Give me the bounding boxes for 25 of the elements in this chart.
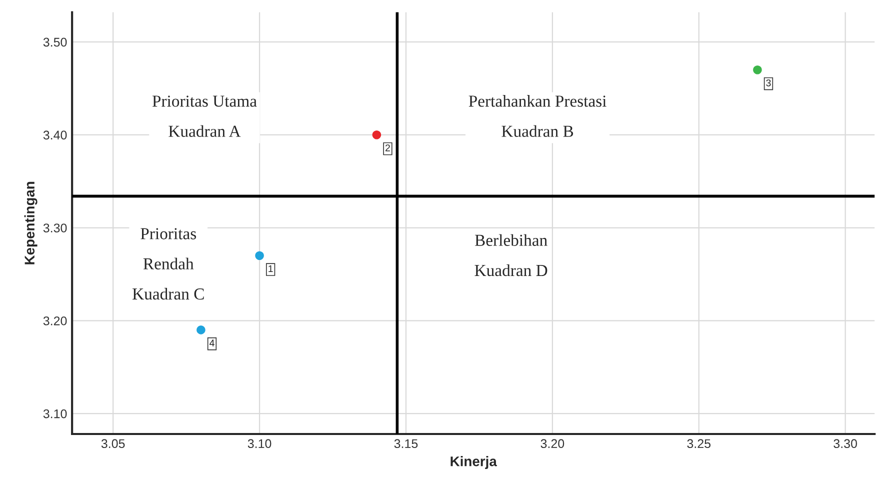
y-tick-label: 3.40 (43, 130, 67, 140)
y-tick-label: 3.50 (43, 38, 67, 47)
y-axis-title: Kepentingan (24, 182, 38, 264)
point (196, 326, 206, 334)
annotation: Prioritas Utama Kuadran A (152, 96, 257, 137)
y-tick-label: 3.30 (43, 224, 67, 232)
x-tick-label: 3.25 (687, 439, 711, 448)
x-tick-label: 3.10 (248, 439, 272, 448)
annotation: 3 (766, 79, 771, 86)
annotation: Pertahankan Prestasi Kuadran B (468, 95, 606, 137)
annotation: Prioritas Rendah Kuadran C (132, 228, 204, 300)
point (753, 65, 762, 74)
x-tick-label: 3.20 (540, 439, 564, 448)
y-tick-label: 3.20 (43, 316, 67, 326)
annotation: 2 (386, 144, 390, 152)
x-axis-title: Kinerja (450, 456, 497, 470)
y-tick-label: 3.10 (43, 409, 67, 418)
annotation: 4 (210, 340, 214, 346)
x-tick-label: 3.05 (101, 439, 125, 448)
x-tick-label: 3.30 (834, 439, 857, 448)
point (255, 251, 264, 260)
point (372, 130, 382, 140)
annotation: Berlebihan Kuadran D (474, 234, 548, 276)
x-tick-label: 3.15 (394, 439, 418, 448)
annotation: 1 (268, 265, 273, 272)
